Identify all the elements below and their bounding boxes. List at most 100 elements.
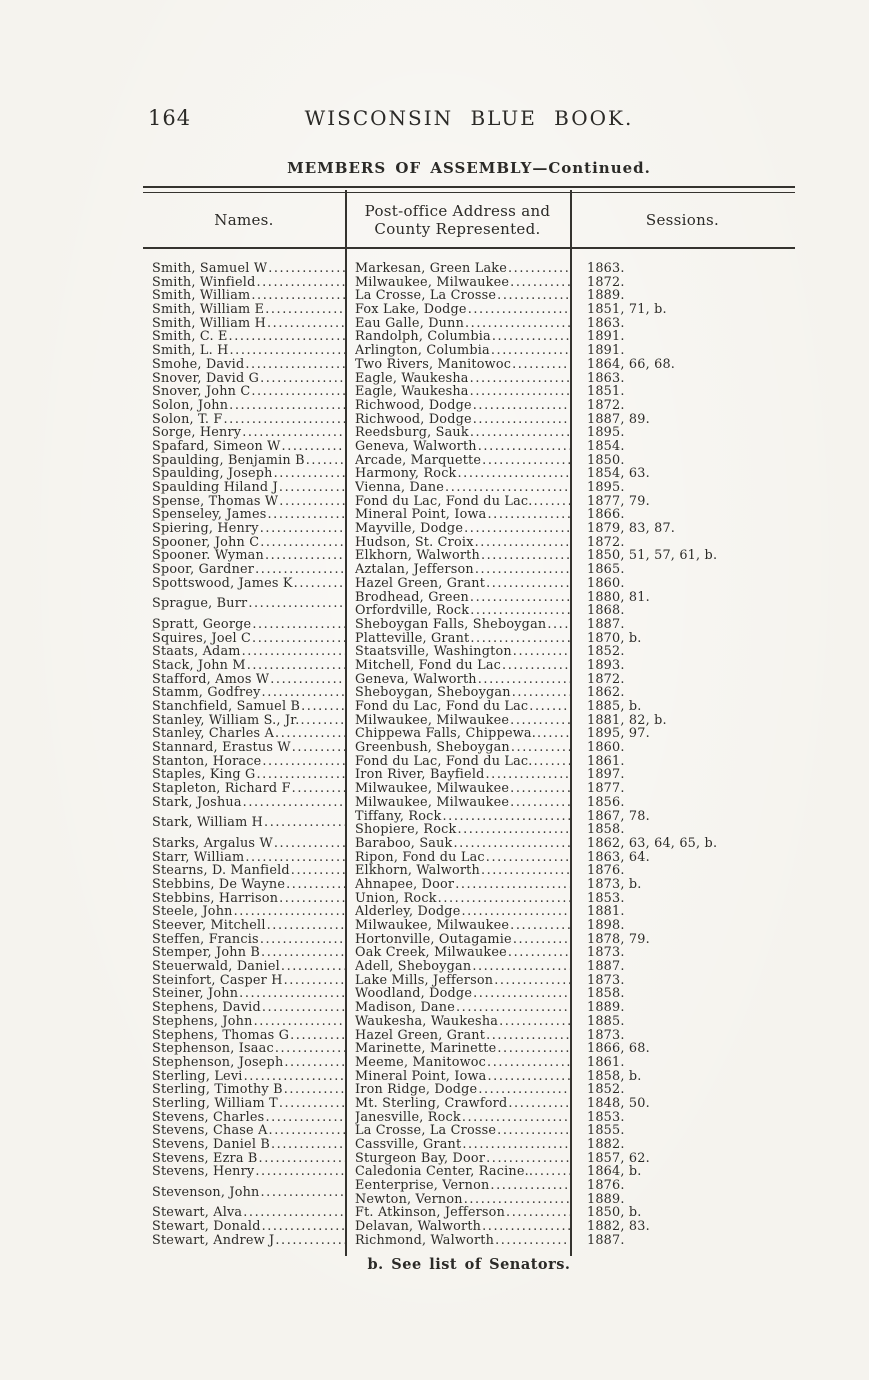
leader-dots: ........................................… bbox=[275, 727, 345, 742]
address-cell: Hazel Green, Grant......................… bbox=[345, 577, 570, 591]
sessions-line: 1863. bbox=[587, 262, 625, 276]
leader-dots: ........................................… bbox=[253, 1014, 345, 1029]
table-row: Stanton, Horace.........................… bbox=[143, 755, 795, 769]
sessions-line: 1862. bbox=[587, 686, 625, 700]
member-name-line: Spooner. Wyman..........................… bbox=[152, 549, 345, 563]
sessions-line: 1880, 81. bbox=[587, 590, 650, 605]
address: Richmond, Walworth bbox=[355, 1233, 495, 1248]
member-name-line: Staples, King G.........................… bbox=[152, 768, 345, 782]
sessions-line: 1855. bbox=[587, 1124, 625, 1138]
address-line: Aztalan, Jefferson......................… bbox=[355, 563, 570, 577]
leader-dots: ........................................… bbox=[486, 576, 570, 591]
leader-dots: ........................................… bbox=[465, 316, 570, 331]
sessions-cell: 1877. bbox=[570, 782, 795, 796]
member-name: Smith, Winfield bbox=[152, 275, 256, 290]
address: Fond du Lac, Fond du Lac. bbox=[355, 494, 533, 509]
member-name-line: Stark, William H........................… bbox=[152, 816, 345, 830]
member-name-line: Stemper, John B.........................… bbox=[152, 946, 345, 960]
sessions-line: 1851. bbox=[587, 385, 625, 399]
sessions-cell: 1864, b. bbox=[570, 1165, 795, 1179]
sessions-cell: 1895, 97. bbox=[570, 727, 795, 741]
sessions-cell: 1873. bbox=[570, 946, 795, 960]
table-row: Stevens, Daniel B.......................… bbox=[143, 1138, 795, 1152]
leader-dots: ........................................… bbox=[280, 960, 345, 974]
member-name: Smith, C. E bbox=[152, 330, 228, 345]
address-line: Union, Rock.............................… bbox=[355, 892, 570, 906]
address-line: Waukesha, Waukesha......................… bbox=[355, 1015, 570, 1029]
address-line: Sheboygan Falls, Sheboygan..............… bbox=[355, 618, 570, 632]
address-cell: Mayville, Dodge.........................… bbox=[345, 522, 570, 536]
address: Fond du Lac, Fond du Lac. bbox=[355, 754, 533, 769]
sessions-cell: 1895. bbox=[570, 426, 795, 440]
address: Arlington, Columbia bbox=[355, 344, 490, 358]
sessions-line: 1852. bbox=[587, 1083, 625, 1097]
member-name: Snover, David G bbox=[152, 371, 260, 386]
sessions-cell: 1872. bbox=[570, 536, 795, 550]
member-name-cell: Steele, John............................… bbox=[143, 905, 345, 919]
leader-dots: ........................................… bbox=[510, 795, 570, 810]
leader-dots: ........................................… bbox=[469, 385, 570, 399]
member-name-cell: Steinfort, Casper H.....................… bbox=[143, 974, 345, 988]
member-name: Spaulding Hiland J bbox=[152, 481, 278, 495]
member-name: Stannard, Erastus W bbox=[152, 741, 291, 755]
member-name-cell: Steiner, John...........................… bbox=[143, 987, 345, 1001]
sessions-cell: 1853. bbox=[570, 1111, 795, 1125]
member-name: Stanton, Horace bbox=[152, 754, 262, 769]
sessions-line: 1863, 64. bbox=[587, 850, 650, 865]
member-name-line: Smith, Winfield.........................… bbox=[152, 276, 345, 290]
address-cell: Markesan, Green Lake....................… bbox=[345, 262, 570, 276]
sessions-line: 1885, b. bbox=[587, 700, 642, 714]
sessions-line: 1882. bbox=[587, 1138, 625, 1152]
address: Adell, Sheboygan bbox=[355, 960, 472, 974]
leader-dots: ........................................… bbox=[252, 631, 345, 646]
member-name: Stevens, Ezra B bbox=[152, 1151, 258, 1166]
address-line: Mineral Point, Iowa.....................… bbox=[355, 1070, 570, 1084]
footnote: b. See list of Senators. bbox=[367, 1256, 571, 1273]
address-cell: Mineral Point, Iowa.....................… bbox=[345, 1070, 570, 1084]
member-name-cell: Stamm, Godfrey..........................… bbox=[143, 686, 345, 700]
address: Harmony, Rock bbox=[355, 467, 457, 481]
address-cell: Woodland, Dodge.........................… bbox=[345, 987, 570, 1001]
member-name-line: Sorge, Henry............................… bbox=[152, 426, 345, 440]
leader-dots: ........................................… bbox=[273, 467, 345, 481]
leader-dots: ........................................… bbox=[486, 1151, 570, 1166]
member-name: Sterling, Levi bbox=[152, 1069, 243, 1084]
sessions-cell: 1881. bbox=[570, 905, 795, 919]
address-line: Fond du Lac, Fond du Lac................… bbox=[355, 700, 570, 714]
leader-dots: ........................................… bbox=[487, 508, 570, 523]
address-cell: Adell, Sheboygan........................… bbox=[345, 960, 570, 974]
address-cell: Marinette, Marinette....................… bbox=[345, 1042, 570, 1056]
leader-dots: ........................................… bbox=[473, 987, 570, 1002]
member-name-line: Steinfort, Casper H.....................… bbox=[152, 974, 345, 988]
leader-dots: ........................................… bbox=[283, 1083, 345, 1097]
member-name-line: Smith, Samuel W.........................… bbox=[152, 262, 345, 276]
leader-dots: ........................................… bbox=[275, 1233, 345, 1248]
sessions-line: 1852. bbox=[587, 645, 625, 659]
sessions-cell: 1863. bbox=[570, 262, 795, 276]
sessions-cell: 1850, b. bbox=[570, 1206, 795, 1220]
address-cell: La Crosse, La Crosse....................… bbox=[345, 289, 570, 303]
sessions-cell: 1867, 78. 1858. bbox=[570, 810, 795, 837]
table-row: Stewart, Alva...........................… bbox=[143, 1206, 795, 1220]
address-line: Arlington, Columbia.....................… bbox=[355, 344, 570, 358]
leader-dots: ........................................… bbox=[469, 426, 570, 440]
table-row: Stephenson, Isaac.......................… bbox=[143, 1042, 795, 1056]
member-name-cell: Spenseley, James........................… bbox=[143, 508, 345, 522]
leader-dots: ........................................… bbox=[533, 494, 570, 509]
address-line: Fox Lake, Dodge.........................… bbox=[355, 303, 570, 317]
member-name-cell: Stevens, Henry..........................… bbox=[143, 1165, 345, 1179]
leader-dots: ........................................… bbox=[485, 850, 570, 865]
sessions-line: 1864, b. bbox=[587, 1165, 642, 1180]
member-name-line: Spafard, Simeon W.......................… bbox=[152, 440, 345, 454]
sessions-cell: 1863. bbox=[570, 372, 795, 386]
member-name-line: Stevens, Daniel B.......................… bbox=[152, 1138, 345, 1152]
address: Sheboygan Falls, Sheboygan bbox=[355, 617, 547, 632]
address-cell: Eenterprise, Vernon.....................… bbox=[345, 1179, 570, 1206]
member-name-cell: Smith, William..........................… bbox=[143, 289, 345, 303]
leader-dots: ........................................… bbox=[256, 768, 345, 783]
leader-dots: ........................................… bbox=[229, 398, 345, 413]
members-table: Names. Post-office Address and County Re… bbox=[143, 186, 795, 1256]
member-name-cell: Sprague, Burr...........................… bbox=[143, 591, 345, 618]
leader-dots: ........................................… bbox=[467, 303, 570, 317]
leader-dots: ........................................… bbox=[243, 1069, 345, 1084]
